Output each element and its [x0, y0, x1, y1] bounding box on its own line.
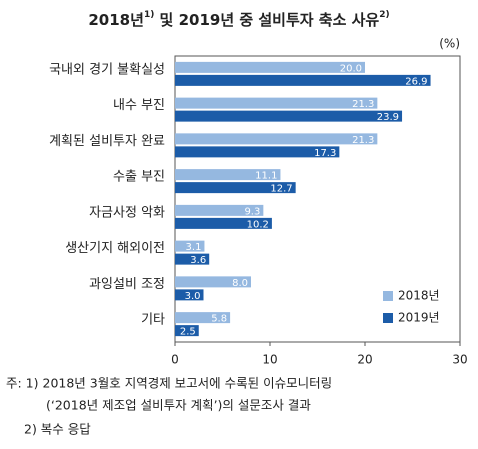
- y-tick-label: 내수 부진: [113, 98, 165, 113]
- value-label: 5.8: [211, 314, 227, 325]
- bar: [175, 325, 199, 337]
- footnote: 2) 복수 응답: [24, 422, 91, 437]
- value-label: 26.9: [405, 76, 427, 87]
- x-tick-label: 20: [357, 353, 372, 367]
- bar: [175, 253, 210, 265]
- value-label: 12.7: [270, 184, 292, 195]
- bar: [175, 312, 231, 324]
- bar: [175, 133, 378, 145]
- value-label: 3.6: [190, 255, 206, 266]
- y-tick-label: 기타: [141, 313, 165, 328]
- bar: [175, 217, 272, 229]
- title-sup: 2): [379, 10, 389, 20]
- value-label: 23.9: [377, 112, 399, 123]
- value-label: 3.1: [186, 242, 202, 253]
- value-label: 11.1: [255, 171, 277, 182]
- x-tick-label: 10: [262, 353, 277, 367]
- plot-frame: [174, 55, 461, 343]
- value-label: 10.2: [247, 219, 269, 230]
- unit-label: (%): [439, 37, 460, 51]
- x-tick-label: 30: [452, 353, 467, 367]
- y-tick-label: 생산기지 해외이전: [65, 241, 165, 256]
- value-label: 8.0: [232, 278, 248, 289]
- chart-title: 2018년1) 및 2019년 중 설비투자 축소 사유2): [88, 10, 389, 29]
- legend-swatch: [383, 313, 393, 323]
- legend-swatch: [383, 291, 393, 301]
- y-tick-label: 수출 부진: [113, 170, 165, 185]
- value-label: 3.0: [185, 291, 201, 302]
- title-part: 2018년: [88, 11, 144, 29]
- y-tick-label: 자금사정 악화: [89, 205, 165, 220]
- value-label: 2.5: [180, 327, 196, 338]
- x-tick-label: 0: [171, 353, 179, 367]
- legend-label: 2018년: [398, 289, 440, 303]
- bar: [175, 240, 205, 252]
- bar: [175, 289, 204, 301]
- value-label: 9.3: [244, 206, 260, 217]
- bar: [175, 169, 281, 181]
- y-tick-label: 국내외 경기 불확실성: [49, 62, 165, 77]
- legend-label: 2019년: [398, 311, 440, 325]
- value-label: 21.3: [352, 99, 374, 110]
- bar: [175, 146, 340, 158]
- bar: [175, 97, 378, 109]
- title-part: 및 2019년 중 설비투자 축소 사유: [154, 11, 379, 29]
- bar: [175, 276, 251, 288]
- value-label: 20.0: [340, 63, 362, 74]
- footnote: 주: 1) 2018년 3월호 지역경제 보고서에 수록된 이슈모니터링: [6, 376, 332, 391]
- y-tick-label: 계획된 설비투자 완료: [49, 134, 165, 149]
- value-label: 17.3: [314, 148, 336, 159]
- value-label: 21.3: [352, 135, 374, 146]
- footnote: (‘2018년 제조업 설비투자 계획’)의 설문조사 결과: [46, 398, 311, 413]
- title-sup: 1): [144, 10, 154, 20]
- bar: [175, 204, 264, 216]
- y-tick-label: 과잉설비 조정: [89, 277, 165, 292]
- bar: [175, 74, 431, 86]
- bar: [175, 110, 403, 122]
- bar: [175, 61, 365, 73]
- bar: [175, 182, 296, 194]
